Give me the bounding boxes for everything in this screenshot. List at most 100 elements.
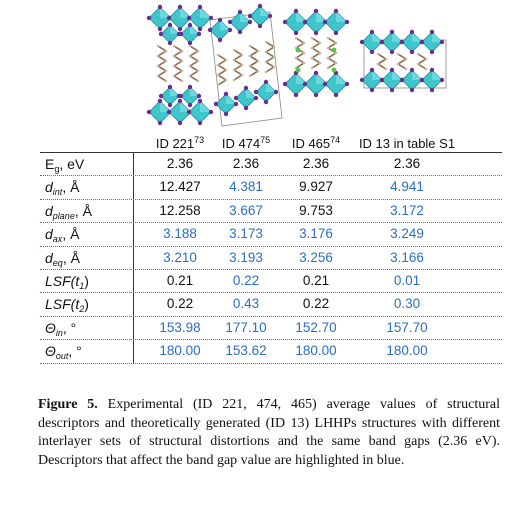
organic-chain [156, 45, 168, 82]
carbon-atom [172, 54, 176, 58]
halide-atom [389, 49, 395, 55]
symbol: Θ [45, 319, 56, 336]
halide-atom [186, 15, 192, 21]
column-label: ID 474 [221, 136, 261, 151]
carbon-atom [196, 59, 200, 63]
dopant-atom [331, 47, 337, 53]
unit: , ° [68, 343, 82, 360]
halide-atom [166, 15, 172, 21]
unit: ) [84, 273, 89, 289]
subscript: out [55, 351, 69, 362]
table-value: 9.927 [299, 179, 333, 195]
octahedron-face [246, 88, 256, 98]
octahedron-face [160, 7, 171, 18]
table-value: 0.22 [166, 296, 194, 312]
halide-atom [167, 22, 173, 28]
halide-atom [158, 93, 164, 99]
carbon-atom [188, 44, 192, 48]
table-value: 177.10 [225, 319, 267, 335]
octahedron-face [200, 101, 211, 112]
halide-atom [429, 87, 435, 93]
table-value: 0.43 [232, 296, 260, 312]
caption-text: Experimental (ID 221, 474, 465) average … [38, 397, 501, 468]
carbon-atom [334, 41, 338, 45]
halide-atom [313, 30, 319, 36]
carbon-atom [224, 58, 228, 62]
carbon-atom [264, 50, 268, 54]
halide-atom [359, 77, 365, 83]
carbon-atom [232, 78, 236, 82]
carbon-atom [180, 49, 184, 53]
octahedron-face [220, 20, 230, 30]
halide-atom [379, 77, 385, 83]
organic-chain [172, 45, 184, 82]
unit: , Å [62, 179, 80, 196]
table-value: 0.21 [166, 273, 194, 288]
table-value: 3.166 [390, 249, 424, 265]
halide-atom [197, 120, 203, 126]
octahedron-face [336, 11, 347, 22]
row-label: Θin, ° [45, 319, 76, 338]
carbon-atom [232, 68, 236, 72]
carbon-atom [318, 41, 322, 45]
halide-atom [429, 29, 435, 35]
octahedron-face [412, 32, 422, 42]
halide-atom [302, 81, 308, 87]
subscript: ax [52, 234, 63, 245]
halide-atom [157, 98, 163, 104]
carbon-atom [188, 64, 192, 68]
carbon-atom [180, 69, 184, 73]
row-label: dplane, Å [45, 202, 92, 221]
halide-atom [439, 39, 445, 45]
octahedron-face [190, 87, 199, 96]
halide-atom [223, 91, 229, 97]
halide-atom [157, 120, 163, 126]
dopant-atom [331, 67, 337, 73]
carbon-atom [310, 56, 314, 60]
table-value: 2.36 [393, 156, 421, 171]
symbol: LSF(t [45, 273, 80, 289]
halide-atom [429, 49, 435, 55]
row-separator [40, 339, 502, 341]
halide-atom [187, 22, 193, 28]
octahedron-face [412, 70, 422, 80]
carbon-atom [196, 69, 200, 73]
row-separator [40, 269, 502, 270]
row-separator [40, 362, 502, 364]
subscript: int [52, 187, 63, 198]
halide-atom [293, 8, 299, 14]
carbon-atom [376, 52, 380, 56]
halide-atom [359, 39, 365, 45]
column-header: ID 22173 [156, 135, 204, 153]
table-value: 153.98 [159, 319, 201, 335]
halide-atom [237, 29, 243, 35]
row-label: LSF(t1) [45, 272, 89, 291]
symbol: LSF(t [45, 296, 80, 313]
row-separator [40, 222, 502, 224]
row-label: Θout, ° [45, 342, 82, 362]
octahedron-face [392, 70, 402, 80]
halide-atom [233, 95, 239, 101]
table-value: 152.70 [295, 319, 337, 335]
table-value: 2.36 [302, 156, 330, 171]
carbon-atom [164, 59, 168, 63]
octahedron-face [372, 70, 382, 80]
carbon-atom [248, 54, 252, 58]
halide-atom [409, 29, 415, 35]
halide-atom [429, 67, 435, 73]
carbon-atom [310, 66, 314, 70]
unit: , eV [59, 156, 85, 172]
table-value: 2.36 [166, 156, 194, 171]
halide-atom [197, 26, 203, 32]
halide-atom [253, 89, 259, 95]
carbon-atom [396, 62, 400, 66]
carbon-atom [272, 65, 276, 69]
halide-atom [369, 87, 375, 93]
octahedron-face [266, 82, 276, 92]
halide-atom [344, 19, 350, 25]
carbon-atom [264, 40, 268, 44]
halide-atom [247, 19, 253, 25]
halide-atom [273, 89, 279, 95]
carbon-atom [264, 60, 268, 64]
table-value: 3.188 [163, 226, 197, 242]
